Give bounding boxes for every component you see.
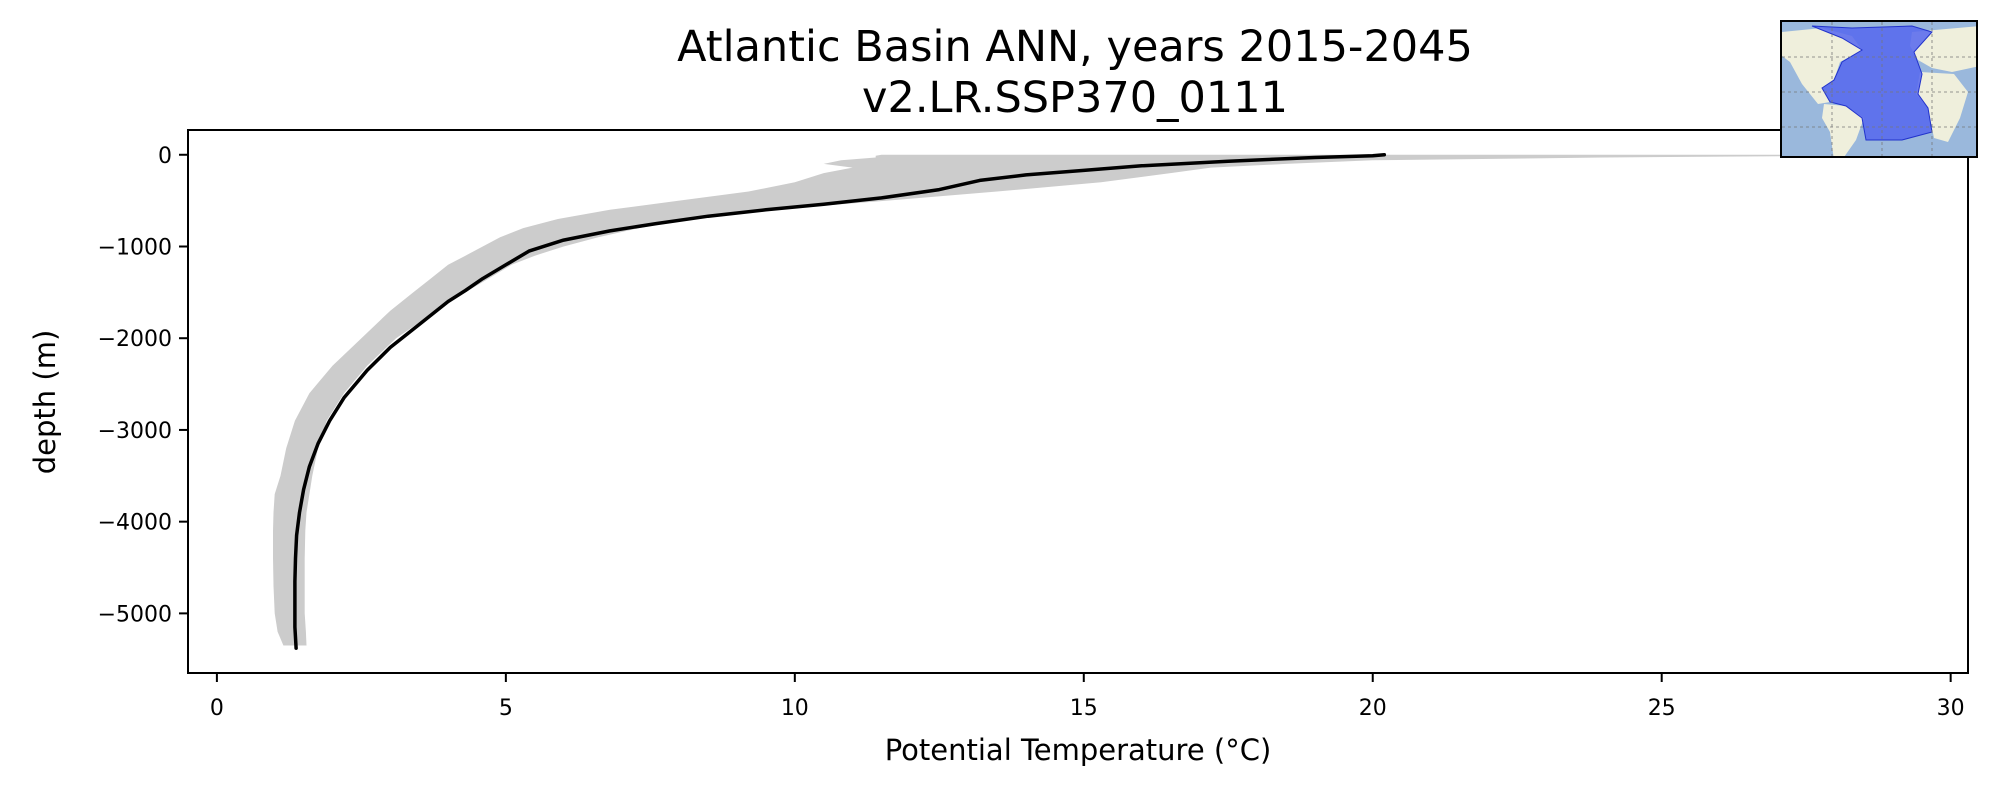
x-tick-label: 30 [1937,696,1965,721]
y-tick-label: −3000 [98,419,172,444]
y-axis-label: depth (m) [28,330,62,475]
range-band [273,154,1968,646]
y-tick-label: −5000 [98,602,172,627]
region-inset-map [1780,20,1978,158]
x-axis-ticks: 0 5 10 15 20 25 30 [210,673,1965,721]
x-tick-label: 25 [1648,696,1676,721]
x-tick-label: 15 [1070,696,1098,721]
series-line-layer [293,153,1387,650]
inset-north-america [1782,28,1862,104]
inset-map-drawing [1782,22,1976,156]
plot-frame [187,129,1969,674]
x-tick-label: 20 [1359,696,1387,721]
chart-title: Atlantic Basin ANN, years 2015-2045 [677,22,1473,72]
range-band-layer [273,154,1968,646]
y-tick-label: −1000 [98,235,172,260]
inset-africa [1916,72,1968,142]
y-tick-label: −4000 [98,511,172,536]
inset-graticule [1782,22,1976,156]
y-tick-label: 0 [158,144,172,169]
x-tick-label: 0 [210,696,224,721]
x-axis-label: Potential Temperature (°C) [885,733,1272,767]
x-tick-label: 10 [781,696,809,721]
y-axis-ticks: 0 −1000 −2000 −3000 −4000 −5000 [98,144,188,627]
y-tick-label: −2000 [98,327,172,352]
series-line-0 [293,153,1387,650]
inset-atlantic-region [1811,25,1933,141]
x-tick-label: 5 [499,696,513,721]
chart-subtitle: v2.LR.SSP370_0111 [862,73,1288,123]
inset-south-america [1822,104,1864,156]
